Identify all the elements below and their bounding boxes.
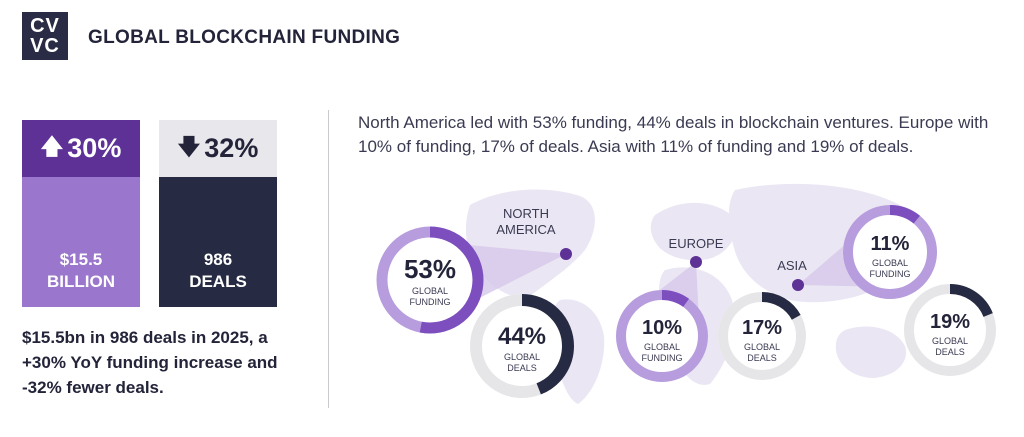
deals-stat-card: 🡇 32% 986 DEALS bbox=[159, 120, 277, 307]
donut-caption: GLOBAL bbox=[412, 286, 448, 296]
donut-caption: GLOBAL bbox=[504, 352, 540, 362]
donut-caption: FUNDING bbox=[642, 353, 683, 363]
cvvc-logo: CV VC bbox=[22, 12, 68, 60]
funding-total-value: $15.5 bbox=[59, 250, 103, 269]
donut-caption: FUNDING bbox=[410, 297, 451, 307]
deals-change-value: 32% bbox=[204, 133, 259, 163]
donut-percent-label: 11% bbox=[871, 233, 910, 255]
donut-value-arc bbox=[843, 205, 937, 299]
funding-total: $15.5 BILLION bbox=[22, 177, 140, 307]
donut-value-arc bbox=[376, 226, 484, 334]
donut-percent-label: 44% bbox=[498, 323, 546, 350]
logo-line-1: CV bbox=[30, 15, 60, 37]
donut-caption: DEALS bbox=[507, 363, 537, 373]
donut-caption: GLOBAL bbox=[644, 342, 680, 352]
donut-percent-label: 17% bbox=[742, 317, 782, 339]
donut-face bbox=[718, 292, 806, 380]
map-australia bbox=[835, 326, 907, 378]
donut-caption: GLOBAL bbox=[932, 336, 968, 346]
donut-value-arc bbox=[904, 284, 996, 376]
donut-value-arc bbox=[718, 292, 806, 380]
donut-value-arc bbox=[470, 294, 574, 398]
region-marker-2 bbox=[792, 279, 804, 291]
deals-total-value: 986 bbox=[203, 250, 233, 269]
deals-total-unit: DEALS bbox=[189, 272, 247, 291]
donut-percent-label: 10% bbox=[642, 317, 682, 339]
donut-face bbox=[470, 294, 574, 398]
funding-total-unit: BILLION bbox=[47, 272, 115, 291]
summary-text: $15.5bn in 986 deals in 2025, a +30% YoY… bbox=[22, 328, 278, 397]
donut-face bbox=[616, 290, 708, 382]
region-labels: NORTH AMERICA EUROPE ASIA bbox=[496, 206, 807, 273]
pointer-wedge-0 bbox=[468, 244, 566, 299]
funding-change-value: 30% bbox=[67, 133, 122, 163]
region-label-north-america-line1: NORTH AMERICA bbox=[496, 206, 556, 237]
region-label-word: NORTH bbox=[503, 206, 549, 221]
region-marker-0 bbox=[560, 248, 572, 260]
funding-stat-card: 🡅 30% $15.5 BILLION bbox=[22, 120, 140, 307]
donut-face bbox=[904, 284, 996, 376]
donut-caption: FUNDING bbox=[870, 269, 911, 279]
donut-caption: DEALS bbox=[747, 353, 777, 363]
donut-face bbox=[376, 226, 484, 334]
donut-percent-label: 53% bbox=[404, 254, 456, 284]
deals-total: 986 DEALS bbox=[159, 177, 277, 307]
divider bbox=[328, 110, 329, 408]
arrow-down-icon: 🡇 bbox=[177, 133, 201, 159]
region-label-word: AMERICA bbox=[496, 222, 556, 237]
donut-percent-label: 19% bbox=[930, 311, 970, 333]
donut-rings: 53%GLOBALFUNDING44%GLOBALDEALS10%GLOBALF… bbox=[376, 205, 996, 398]
region-marker-1 bbox=[690, 256, 702, 268]
region-description: North America led with 53% funding, 44% … bbox=[358, 113, 989, 156]
arrow-up-icon: 🡅 bbox=[40, 133, 64, 159]
donut-caption: GLOBAL bbox=[744, 342, 780, 352]
map-europe bbox=[650, 202, 737, 261]
donut-face bbox=[843, 205, 937, 299]
donut-caption: GLOBAL bbox=[872, 258, 908, 268]
donut-caption: DEALS bbox=[935, 347, 965, 357]
donut-value-arc bbox=[616, 290, 708, 382]
deals-change: 🡇 32% bbox=[159, 120, 277, 177]
logo-line-2: VC bbox=[30, 35, 60, 57]
page-title: GLOBAL BLOCKCHAIN FUNDING bbox=[88, 27, 401, 48]
funding-change: 🡅 30% bbox=[22, 120, 140, 177]
region-label-asia: ASIA bbox=[777, 258, 807, 273]
region-label-europe: EUROPE bbox=[669, 236, 724, 251]
